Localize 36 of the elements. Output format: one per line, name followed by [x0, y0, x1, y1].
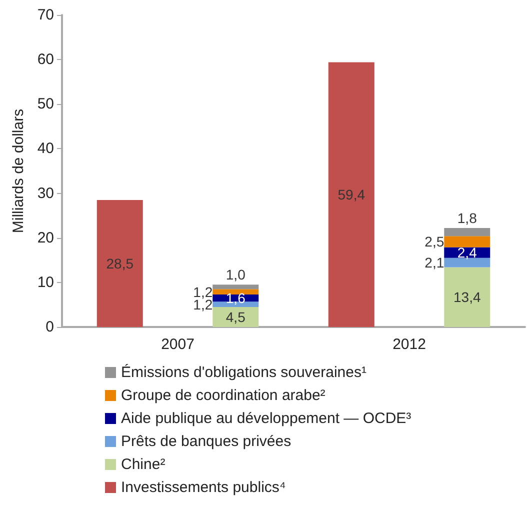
- legend-label: Chine²: [121, 456, 166, 473]
- bar: [212, 306, 259, 327]
- data-label: 13,4: [454, 289, 481, 306]
- bar: [212, 289, 259, 294]
- data-label: 1,8: [457, 210, 478, 226]
- y-tick-label: 40: [37, 140, 54, 158]
- data-label: 59,4: [338, 186, 366, 203]
- legend-label: Investissements publics⁴: [121, 479, 286, 496]
- bar: [444, 236, 490, 248]
- bar: [444, 228, 490, 236]
- y-tick-label: 0: [46, 318, 54, 336]
- data-label: 2,1: [424, 254, 444, 271]
- data-label: 28,5: [106, 255, 134, 272]
- legend-label: Émissions d'obligations souveraines¹: [121, 363, 366, 381]
- legend-label: Prêts de banques privées: [121, 433, 292, 450]
- bar: [444, 267, 490, 327]
- data-label: 1,0: [226, 266, 246, 283]
- data-label: 1,6: [226, 290, 246, 306]
- y-tick-label: 70: [37, 6, 54, 24]
- legend-label: Aide publique au développement — OCDE³: [121, 410, 412, 427]
- data-label: 2,5: [424, 234, 444, 250]
- data-label: 4,5: [226, 308, 246, 325]
- x-tick-label: 2012: [392, 336, 426, 353]
- y-axis-title: Milliards de dollars: [10, 108, 27, 234]
- bar: [212, 284, 259, 290]
- x-tick-label: 2007: [161, 336, 194, 353]
- bar: [96, 200, 143, 327]
- legend-label: Groupe de coordination arabe²: [121, 387, 326, 404]
- bar: [444, 258, 490, 268]
- y-tick-label: 60: [37, 51, 54, 68]
- y-tick-label: 10: [37, 274, 54, 291]
- y-tick-label: 30: [37, 184, 54, 202]
- y-tick-label: 50: [37, 96, 54, 113]
- data-label: 2,4: [457, 244, 478, 261]
- bar: [328, 62, 374, 327]
- y-tick-label: 20: [37, 229, 54, 246]
